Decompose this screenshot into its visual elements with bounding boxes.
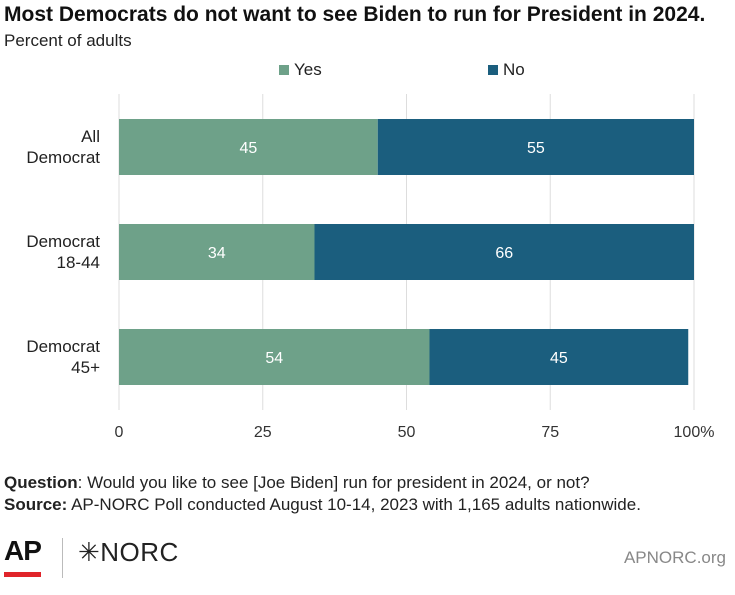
legend-item-yes: Yes bbox=[279, 59, 322, 81]
x-tick-label: 50 bbox=[398, 424, 416, 441]
footer-source: Source: AP-NORC Poll conducted August 10… bbox=[4, 495, 731, 515]
x-tick-label: 25 bbox=[254, 424, 272, 441]
bar-yes-2 bbox=[119, 329, 430, 385]
bar-yes-1 bbox=[119, 224, 315, 280]
category-label: All bbox=[81, 127, 100, 146]
bar-no-0 bbox=[377, 119, 694, 175]
question-label: Question bbox=[4, 473, 78, 492]
category-label: Democrat bbox=[26, 337, 100, 356]
logo-divider bbox=[62, 538, 63, 578]
bar-no-1 bbox=[314, 224, 694, 280]
bar-no-2 bbox=[429, 329, 689, 385]
source-label: Source: bbox=[4, 495, 68, 514]
legend-swatch-no bbox=[488, 65, 498, 75]
legend-swatch-yes bbox=[279, 65, 289, 75]
question-text: : Would you like to see [Joe Biden] run … bbox=[77, 473, 590, 492]
data-label: 45 bbox=[550, 350, 568, 367]
norc-logo: ✳NORC bbox=[78, 537, 179, 567]
x-tick-label: 0 bbox=[115, 424, 124, 441]
bar-yes-0 bbox=[119, 119, 378, 175]
legend-label-yes: Yes bbox=[294, 60, 322, 79]
ap-logo: AP bbox=[4, 535, 42, 566]
data-label: 55 bbox=[527, 140, 545, 157]
x-tick-label: 75 bbox=[541, 424, 559, 441]
ap-logo-underline bbox=[4, 572, 41, 577]
source-text: AP-NORC Poll conducted August 10-14, 202… bbox=[67, 495, 641, 514]
data-label: 34 bbox=[208, 245, 226, 262]
category-label: 18-44 bbox=[57, 253, 100, 272]
data-label: 45 bbox=[239, 140, 257, 157]
x-tick-label: 100% bbox=[674, 424, 715, 441]
footer-question: Question: Would you like to see [Joe Bid… bbox=[4, 473, 731, 493]
category-label: Democrat bbox=[26, 148, 100, 167]
stacked-bar-chart: 0 25 50 75 100% 45 55 All Democrat 34 66 Democrat 18… bbox=[26, 94, 715, 441]
category-label: Democrat bbox=[26, 232, 100, 251]
site-url: APNORC.org bbox=[623, 548, 726, 567]
legend-item-no: No bbox=[488, 59, 525, 81]
chart-subtitle: Percent of adults bbox=[4, 31, 132, 50]
category-label: 45+ bbox=[71, 358, 100, 377]
data-label: 54 bbox=[265, 350, 283, 367]
chart-title: Most Democrats do not want to see Biden … bbox=[4, 3, 706, 26]
data-label: 66 bbox=[495, 245, 513, 262]
legend: Yes No bbox=[0, 59, 735, 81]
legend-label-no: No bbox=[503, 60, 525, 79]
